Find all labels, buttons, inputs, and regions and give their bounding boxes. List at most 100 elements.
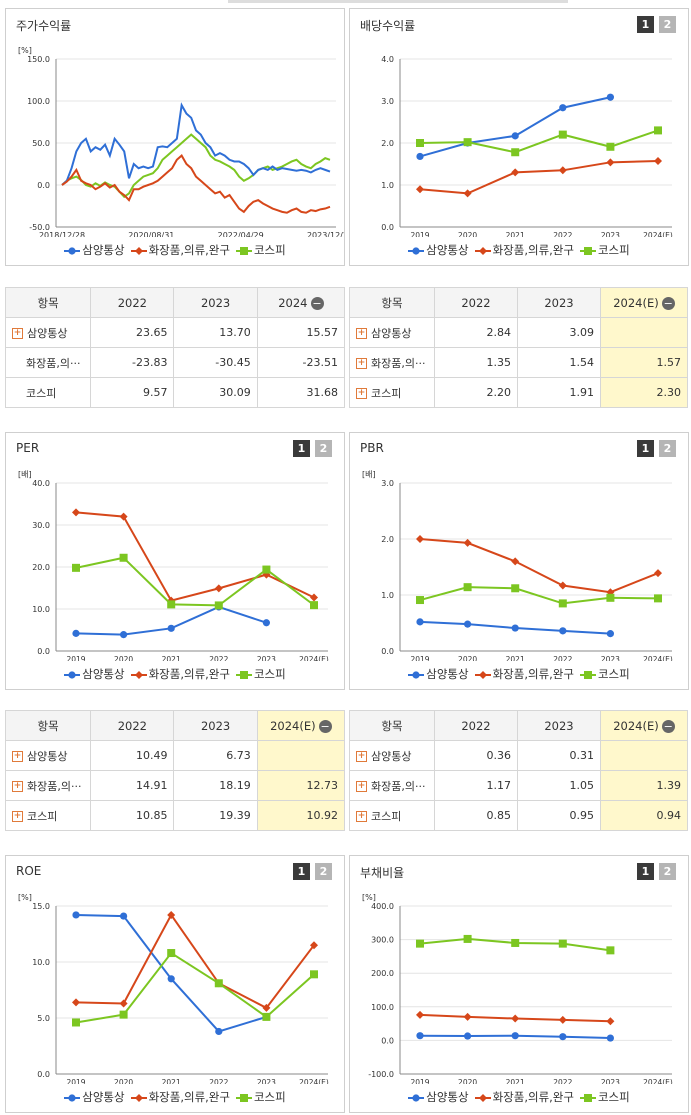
- expand-plus-icon[interactable]: +: [356, 811, 367, 822]
- chart-panel-dividend: 배당수익률 1 2 4.0 3.0 2.0 1.0 0.0 2019 2020 2021 202…: [349, 8, 689, 266]
- x-tick-label: 2020/08/31: [128, 231, 174, 237]
- expand-plus-icon[interactable]: +: [12, 811, 23, 822]
- collapse-minus-icon[interactable]: −: [318, 719, 332, 733]
- legend-item: 코스피: [235, 666, 286, 682]
- expand-plus-icon[interactable]: +: [356, 751, 367, 762]
- table-row: + 코스피 10.85 19.39 10.92: [4, 800, 346, 831]
- legend-item: 코스피: [579, 666, 630, 682]
- toggle-1-button[interactable]: 1: [637, 16, 654, 33]
- y-tick-label: 10.0: [32, 958, 50, 967]
- legend-marker-icon: [579, 1093, 596, 1102]
- collapse-minus-icon[interactable]: −: [310, 296, 324, 310]
- x-tick-label: 2022: [553, 1078, 572, 1084]
- x-tick-label: 2021: [506, 655, 525, 661]
- series-line-1: [75, 913, 267, 1033]
- expand-plus-icon[interactable]: +: [12, 751, 23, 762]
- table-header-cell: 2024(E) −: [600, 710, 688, 741]
- legend-label: 코스피: [597, 667, 630, 681]
- value-cell: 1.91: [517, 377, 601, 408]
- value-cell: [600, 317, 688, 348]
- table-header-cell: 항목: [349, 287, 435, 318]
- data-point: [262, 565, 271, 574]
- legend-marker: [239, 1093, 248, 1102]
- expand-plus-icon[interactable]: +: [356, 388, 367, 399]
- x-tick-label: 2024(E): [299, 655, 329, 661]
- legend-marker-icon: [130, 246, 147, 255]
- legend-item: 삼양통상: [408, 1089, 469, 1105]
- x-tick-label: 2021: [506, 1078, 525, 1084]
- axis-unit: [배]: [362, 470, 376, 479]
- table-header-cell: 항목: [349, 710, 435, 741]
- legend-label: 화장품,의류,완구: [148, 667, 230, 681]
- value-cell: 0.94: [600, 800, 688, 831]
- x-tick-label: 2020: [114, 655, 133, 661]
- toggle-1-button[interactable]: 1: [293, 440, 310, 457]
- expand-plus-icon[interactable]: +: [356, 781, 367, 792]
- x-tick-label: 2021: [506, 231, 525, 237]
- panel-title: PBR: [360, 441, 384, 455]
- data-point: [215, 1027, 223, 1036]
- value-cell: 0.36: [434, 740, 518, 771]
- chart-roe: [%]15.0 10.0 5.0 0.0 2019 2020 2021 2022 2023 202…: [18, 893, 329, 1084]
- legend-item: 코스피: [579, 242, 630, 258]
- table-row: + 코스피 0.85 0.95 0.94: [349, 800, 688, 831]
- table-row: + 코스피 2.20 1.91 2.30: [349, 377, 688, 408]
- toggle-2-button[interactable]: 2: [659, 440, 676, 457]
- row-label-cell: + 삼양통상: [4, 317, 92, 348]
- legend-marker: [68, 1093, 76, 1102]
- toggle-2-button[interactable]: 2: [315, 863, 332, 880]
- series-line-3: [419, 586, 659, 605]
- table-header-cell: 2022: [90, 710, 175, 741]
- toggle-2-button[interactable]: 2: [659, 16, 676, 33]
- legend-item: 삼양통상: [408, 666, 469, 682]
- data-point: [416, 618, 424, 626]
- toggle-2-button[interactable]: 2: [659, 863, 676, 880]
- axis-unit: [%]: [362, 893, 376, 902]
- table-row: + 화장품,의··· 1.35 1.54 1.57: [349, 347, 688, 378]
- expand-plus-icon[interactable]: +: [356, 358, 367, 369]
- table-row: + 삼양통상 0.36 0.31: [349, 740, 688, 771]
- data-point: [463, 1012, 472, 1021]
- legend-marker-icon: [579, 246, 596, 255]
- value-cell: 12.73: [256, 770, 346, 801]
- chart-debt: [%]400.0 300.0 200.0 100.0 0.0 -100.0 2019 2020…: [362, 893, 673, 1084]
- value-cell: 1.54: [517, 347, 601, 378]
- data-point: [654, 594, 662, 603]
- x-tick-label: 2021: [162, 655, 181, 661]
- value-cell: 30.09: [173, 377, 258, 408]
- toggle-1-button[interactable]: 1: [637, 863, 654, 880]
- y-tick-label: 15.0: [32, 902, 50, 911]
- data-point: [120, 631, 128, 639]
- legend-label: 화장품,의류,완구: [148, 243, 230, 257]
- legend-label: 코스피: [597, 243, 630, 257]
- collapse-minus-icon[interactable]: −: [661, 719, 675, 733]
- legend-marker-icon: [408, 1093, 425, 1102]
- legend-marker-icon: [579, 670, 596, 679]
- legend-label: 코스피: [253, 667, 286, 681]
- series-line-2: [61, 154, 331, 214]
- data-point: [511, 584, 520, 593]
- expand-plus-icon[interactable]: +: [12, 328, 23, 339]
- y-tick-label: 5.0: [37, 1014, 50, 1023]
- toggle-2-button[interactable]: 2: [315, 440, 332, 457]
- data-point: [262, 570, 271, 579]
- collapse-minus-icon[interactable]: −: [661, 296, 675, 310]
- toggle-1-button[interactable]: 1: [293, 863, 310, 880]
- y-tick-label: 1.0: [381, 181, 394, 190]
- data-point: [310, 941, 318, 950]
- data-point: [511, 168, 520, 177]
- value-cell: 1.05: [517, 770, 601, 801]
- value-cell: 2.84: [434, 317, 518, 348]
- legend-item: 화장품,의류,완구: [130, 242, 230, 258]
- table-header-cell: 2022: [434, 287, 518, 318]
- data-point: [416, 939, 424, 948]
- expand-plus-icon[interactable]: +: [356, 328, 367, 339]
- data-point: [558, 130, 567, 139]
- toggle-1-button[interactable]: 1: [637, 440, 654, 457]
- data-point: [463, 538, 472, 547]
- x-tick-label: 2022/04/29: [218, 231, 264, 237]
- data-point: [558, 166, 567, 175]
- x-tick-label: 2019: [410, 655, 429, 661]
- expand-plus-icon[interactable]: +: [12, 781, 23, 792]
- x-tick-label: 2018/12/28: [39, 231, 85, 237]
